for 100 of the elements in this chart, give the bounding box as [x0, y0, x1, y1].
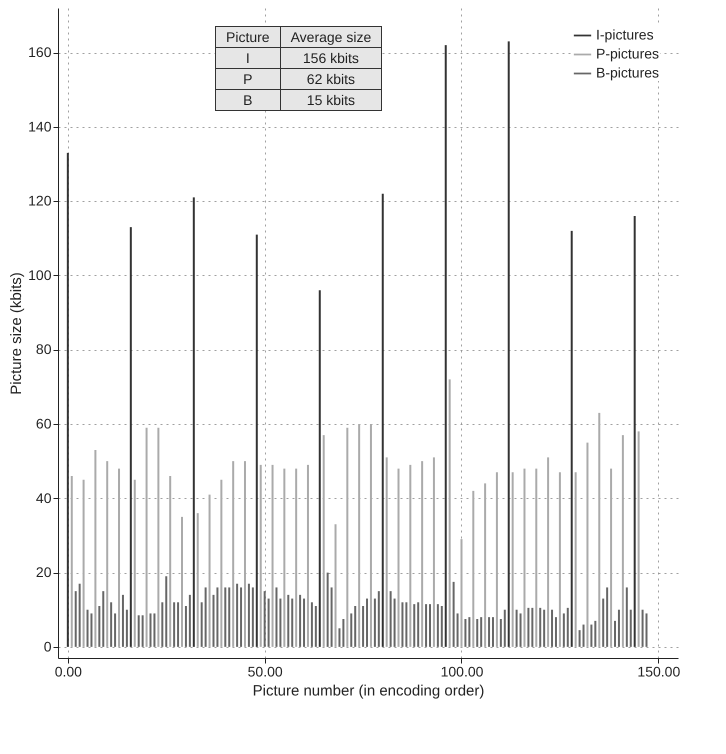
- annotation: Picture: [216, 26, 280, 48]
- x-tick-label: 150.00: [637, 664, 680, 680]
- bar: [252, 587, 254, 647]
- bar: [527, 608, 530, 647]
- bar: [626, 587, 628, 647]
- bar: [173, 602, 176, 647]
- bar: [551, 610, 554, 647]
- bar: [543, 610, 546, 647]
- bar: [134, 480, 136, 647]
- bar: [118, 468, 120, 647]
- bar: [212, 594, 214, 647]
- annotation: Average size: [280, 26, 382, 48]
- bar: [531, 608, 534, 647]
- y-tick-label: 160: [28, 44, 52, 60]
- bar: [436, 604, 439, 647]
- bar: [314, 606, 317, 647]
- bar: [642, 610, 644, 647]
- bar: [390, 591, 392, 647]
- bar: [468, 617, 470, 647]
- bar: [291, 598, 294, 647]
- bar: [94, 450, 96, 647]
- bar: [440, 606, 443, 647]
- bar: [547, 457, 550, 647]
- bar: [452, 582, 455, 647]
- bar: [610, 468, 612, 647]
- bar: [606, 587, 608, 647]
- annotation: P: [216, 68, 280, 90]
- bar: [386, 457, 388, 647]
- bar: [401, 602, 404, 647]
- bar: [299, 594, 302, 647]
- bar: [74, 591, 77, 647]
- y-tick-label: 40: [36, 490, 52, 506]
- y-tick-label: 140: [28, 118, 52, 134]
- bar: [578, 630, 581, 647]
- bar: [500, 619, 502, 647]
- bar: [106, 461, 108, 647]
- bar: [594, 620, 596, 647]
- y-tick-label: 100: [28, 266, 52, 283]
- bar: [444, 45, 447, 647]
- bar: [260, 464, 262, 647]
- bar: [598, 412, 600, 647]
- bar: [586, 442, 588, 647]
- bar: [378, 591, 380, 647]
- bar: [98, 606, 100, 647]
- bar: [582, 624, 585, 647]
- bar: [448, 379, 451, 647]
- bar: [358, 424, 360, 647]
- legend-label: P-pictures: [596, 46, 660, 62]
- bar: [184, 606, 187, 647]
- bar: [216, 587, 218, 647]
- bar: [480, 617, 482, 647]
- bar: [318, 290, 321, 647]
- bar: [504, 610, 506, 647]
- bar: [614, 620, 616, 647]
- bar: [413, 604, 416, 647]
- bar: [169, 476, 172, 647]
- bar: [272, 464, 274, 647]
- x-tick-label: 0.00: [54, 664, 82, 680]
- bar: [150, 613, 152, 647]
- bar: [330, 587, 333, 647]
- bar: [382, 194, 384, 647]
- bar: [460, 539, 462, 647]
- x-tick-label: 100.00: [440, 664, 484, 680]
- bar: [516, 610, 518, 647]
- bar: [236, 584, 238, 647]
- bar: [268, 598, 270, 647]
- bar: [228, 587, 230, 647]
- bar: [310, 602, 313, 647]
- bar: [66, 152, 69, 647]
- bar: [374, 598, 376, 647]
- bar: [248, 584, 250, 647]
- bar: [287, 594, 290, 647]
- bar: [102, 591, 104, 647]
- legend-label: I-pictures: [596, 26, 654, 42]
- y-axis-title: Picture size (kbits): [8, 272, 26, 395]
- bar: [488, 617, 490, 647]
- bar: [295, 468, 298, 647]
- bar: [618, 610, 620, 647]
- bar: [362, 606, 364, 647]
- bar: [456, 613, 459, 647]
- bar: [342, 619, 344, 647]
- bar: [283, 468, 286, 647]
- bar: [196, 513, 199, 647]
- bar: [306, 464, 309, 647]
- bar: [562, 613, 565, 647]
- y-tick-label: 80: [36, 341, 52, 358]
- bar: [602, 598, 604, 647]
- bar: [82, 480, 85, 647]
- bar: [122, 594, 124, 647]
- bar: [153, 613, 156, 647]
- bar: [520, 613, 522, 647]
- bar: [429, 604, 431, 647]
- bar: [634, 216, 636, 647]
- bar: [484, 483, 486, 647]
- annotation: I: [216, 48, 280, 68]
- legend-label: B-pictures: [596, 64, 660, 80]
- bar: [264, 591, 266, 647]
- bar: [240, 587, 242, 647]
- bar: [177, 602, 180, 647]
- bar: [146, 428, 148, 647]
